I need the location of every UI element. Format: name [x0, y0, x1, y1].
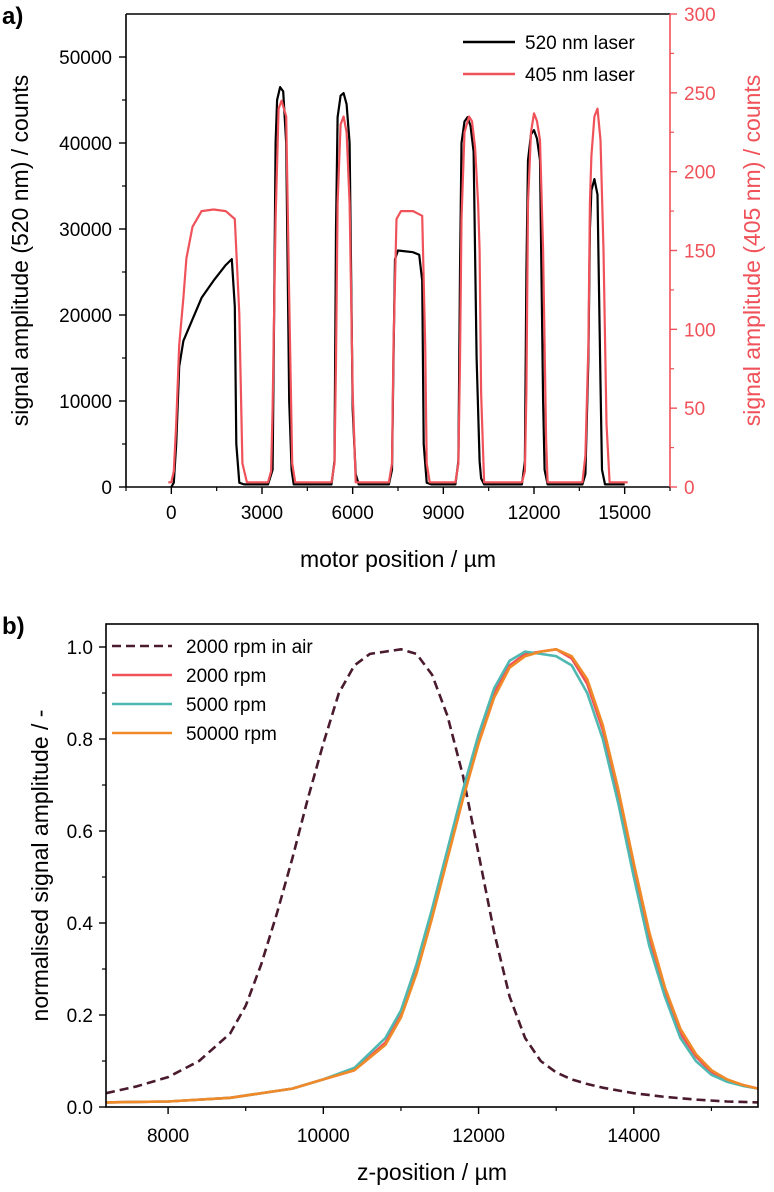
series-line-2000rpm-air — [105, 647, 759, 1104]
y2-tick-label: 150 — [684, 242, 716, 263]
y2-tick-label: 200 — [684, 163, 716, 184]
series-line-520nm — [170, 85, 625, 488]
series-line-2000rpm — [105, 647, 759, 1104]
series-line-5000rpm — [105, 650, 759, 1104]
series-line-405nm — [168, 99, 628, 484]
legend-label: 2000 rpm in air — [186, 637, 313, 658]
legend-label: 520 nm laser — [525, 33, 636, 54]
panel-label-a: a) — [2, 3, 23, 30]
x-tick-label: 3000 — [241, 503, 283, 524]
legend-label: 2000 rpm — [186, 666, 266, 687]
series-line-50000rpm — [105, 647, 759, 1104]
y-tick-label: 0 — [101, 478, 112, 499]
y-tick-label: 40000 — [59, 134, 112, 155]
x-tick-label: 14000 — [607, 1126, 660, 1147]
plot-frame — [105, 623, 759, 1108]
x-tick-label: 8000 — [147, 1126, 189, 1147]
legend-label: 405 nm laser — [525, 65, 636, 86]
y-tick-label: 20000 — [59, 306, 112, 327]
x-tick-label: 6000 — [332, 503, 374, 524]
y-tick-label: 0.6 — [67, 822, 93, 843]
y2-tick-label: 100 — [684, 320, 716, 341]
y2-tick-label: 300 — [684, 5, 716, 26]
x-tick-label: 0 — [166, 503, 177, 524]
y2-tick-label: 50 — [684, 399, 705, 420]
x-tick-label: 10000 — [297, 1126, 350, 1147]
x-tick-label: 12000 — [508, 503, 561, 524]
panel-label-b: b) — [2, 613, 25, 640]
legend-label: 50000 rpm — [186, 724, 277, 745]
y-tick-label: 0.2 — [67, 1006, 93, 1027]
y2-tick-label: 0 — [684, 478, 695, 499]
y-axis-title: signal amplitude (520 nm) / counts — [7, 75, 33, 427]
y-axis-title: normalised signal amplitude / - — [27, 710, 53, 1022]
y-tick-label: 10000 — [59, 392, 112, 413]
chart-a: a) 0 3000 6000 9000 12000 1500001000020000300… — [2, 3, 765, 572]
y2-axis-title: signal amplitude (405 nm) / counts — [739, 75, 765, 427]
x-tick-label: 12000 — [452, 1126, 505, 1147]
y-tick-label: 0.4 — [67, 914, 94, 935]
chart-b: b) 8000 10000 12000 14000 0.0 0.2 0.4 0.6 0.8 1.0… — [2, 613, 759, 1185]
y2-tick-label: 250 — [684, 84, 716, 105]
y-tick-label: 50000 — [59, 48, 112, 69]
y-tick-label: 30000 — [59, 220, 112, 241]
x-axis-title: motor position / µm — [300, 546, 496, 572]
legend-label: 5000 rpm — [186, 695, 266, 716]
y-tick-label: 0.0 — [67, 1098, 93, 1119]
x-tick-label: 9000 — [422, 503, 464, 524]
x-tick-label: 15000 — [598, 503, 651, 524]
y-tick-label: 0.8 — [67, 730, 93, 751]
y-tick-label: 1.0 — [67, 638, 93, 659]
x-axis-title: z-position / µm — [357, 1159, 507, 1185]
